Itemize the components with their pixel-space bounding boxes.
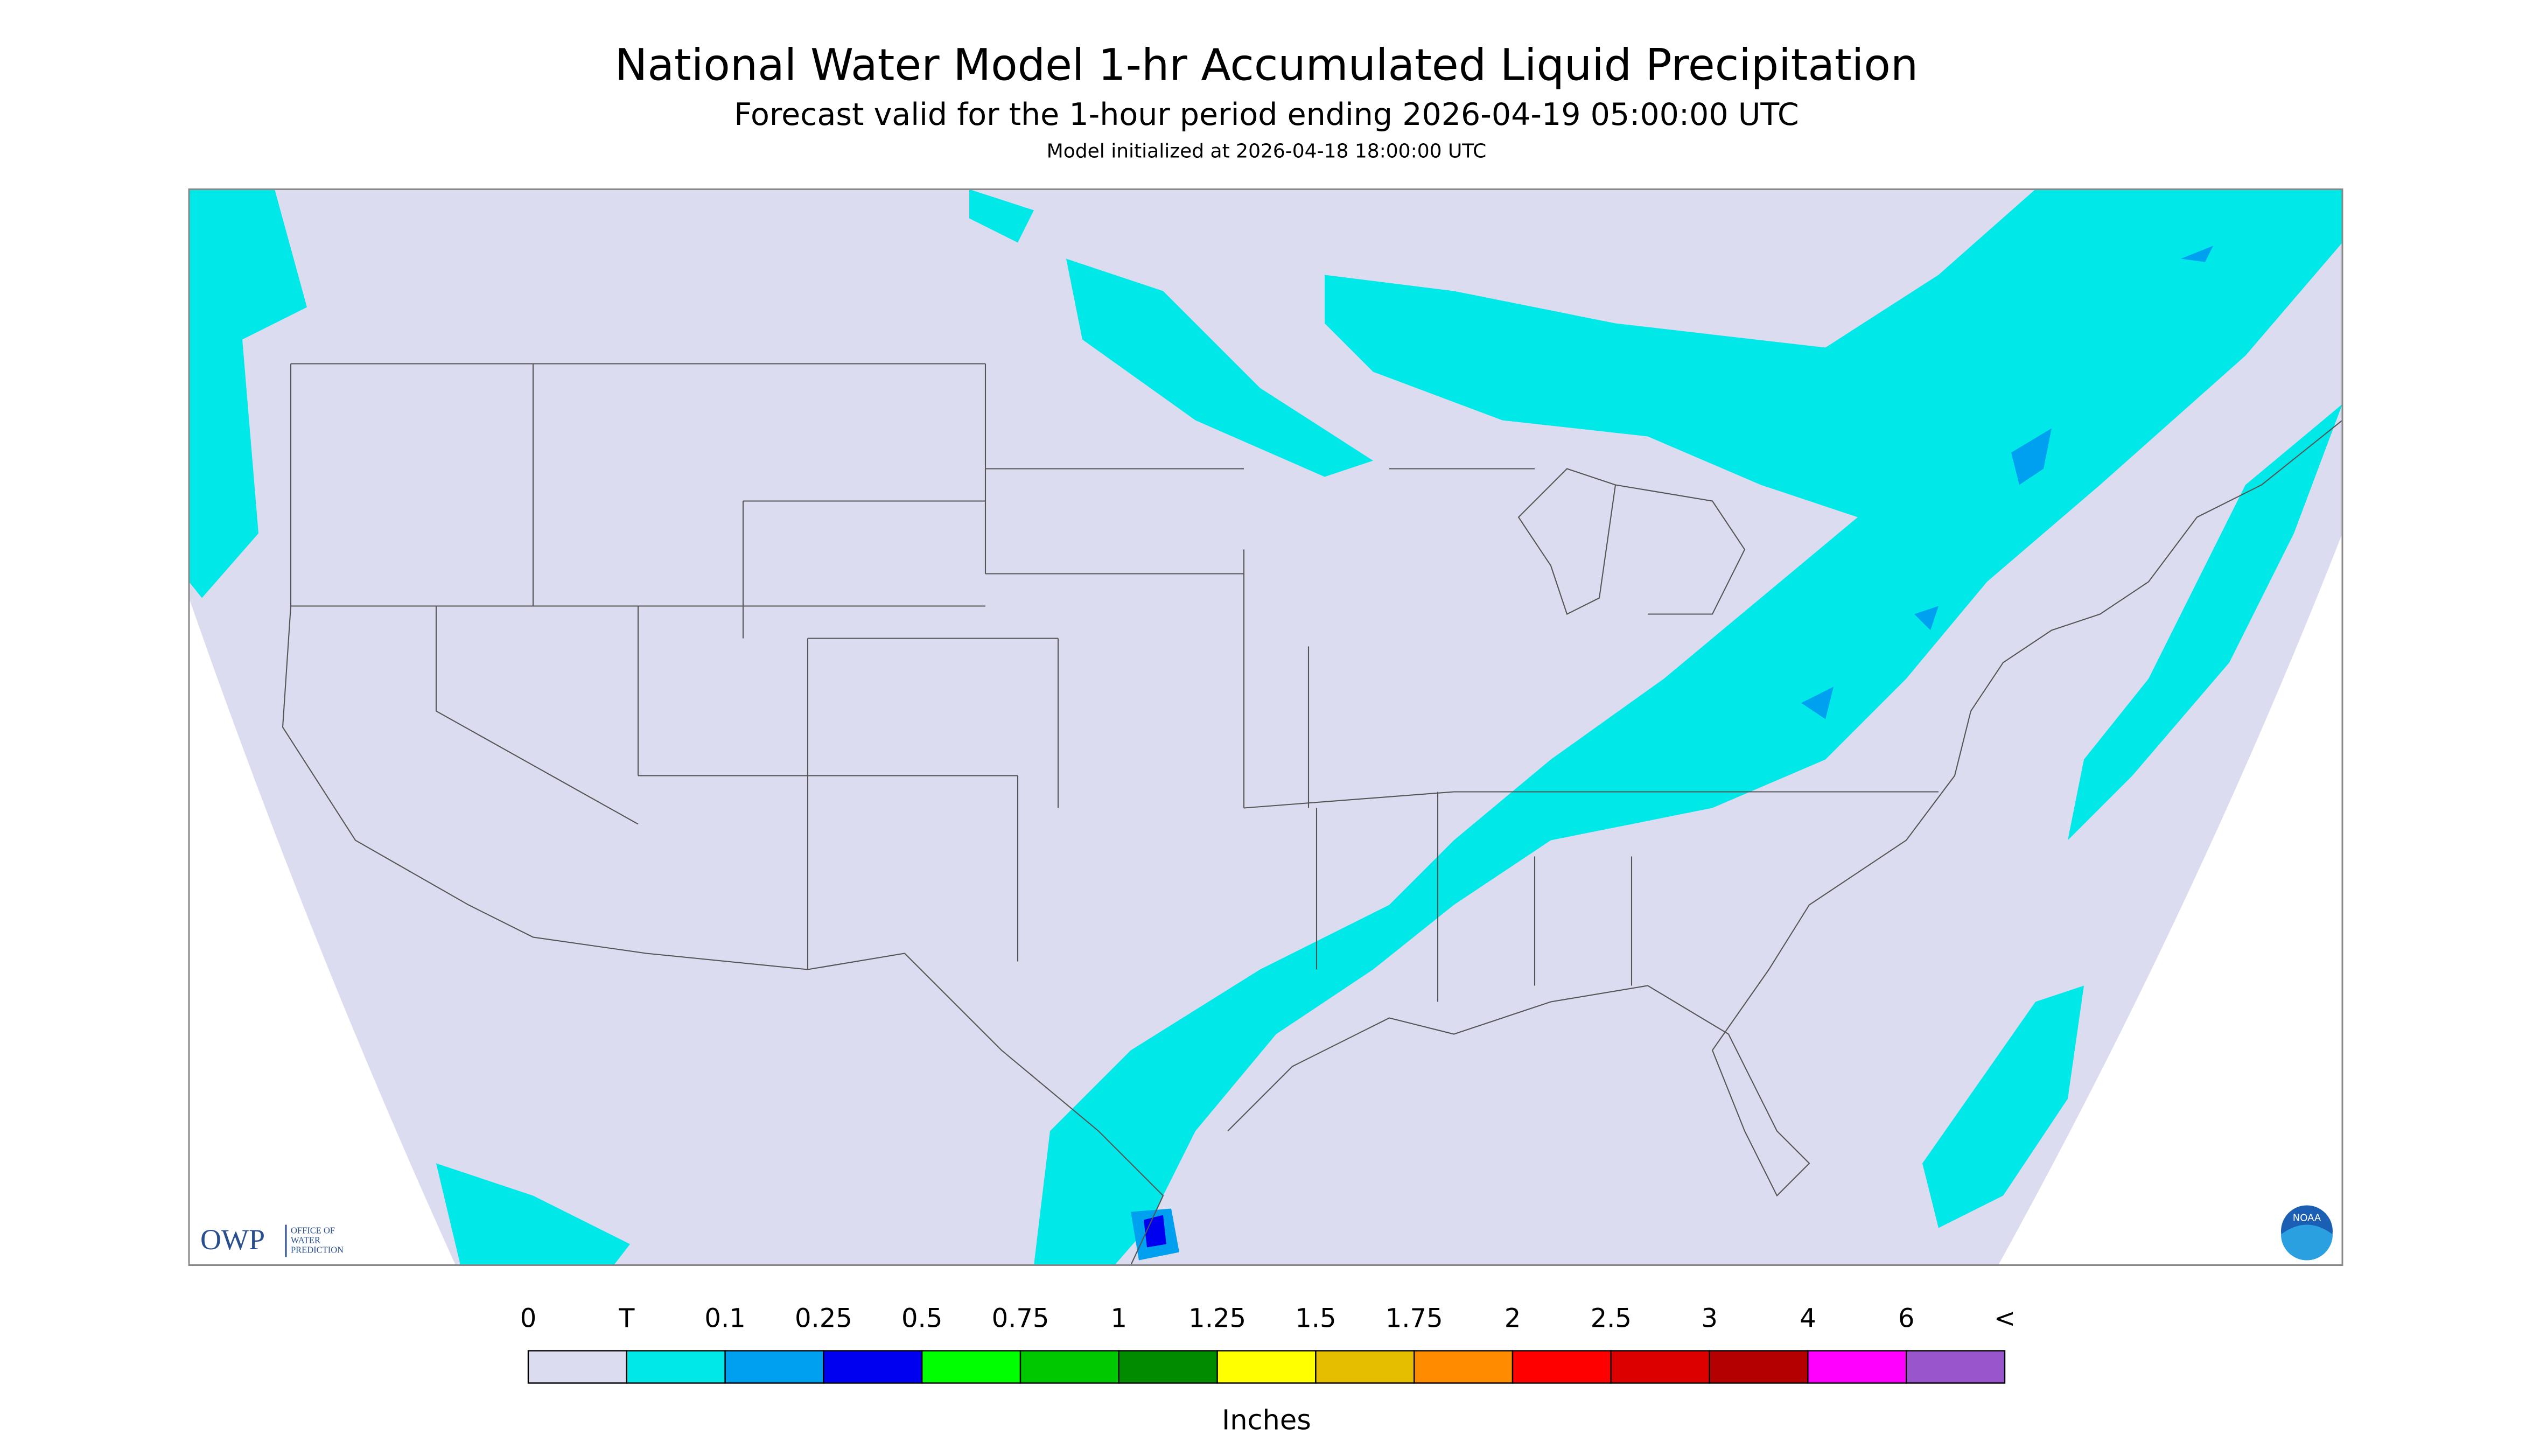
colorbar-label: 0.25 <box>795 1304 852 1334</box>
colorbar-label: 0.75 <box>992 1304 1049 1334</box>
colorbar-bin <box>1610 1350 1710 1384</box>
map <box>188 188 2343 1266</box>
noaa-wave <box>2281 1224 2333 1261</box>
colorbar-label: 1 <box>1111 1304 1128 1334</box>
colorbar-label: < <box>1994 1304 2016 1334</box>
owp-text: OWP <box>200 1223 265 1256</box>
colorbar-bin <box>1216 1350 1317 1384</box>
colorbar-bin <box>1905 1350 2006 1384</box>
colorbar-label: 0.5 <box>901 1304 942 1334</box>
colorbar-bin <box>724 1350 824 1384</box>
colorbar-label: 2 <box>1505 1304 1521 1334</box>
noaa-text: NOAA <box>2293 1213 2321 1224</box>
colorbar-label: 1.75 <box>1386 1304 1443 1334</box>
owp-line: WATER <box>291 1235 320 1245</box>
colorbar-bin <box>1118 1350 1218 1384</box>
title: National Water Model 1-hr Accumulated Li… <box>615 40 1918 90</box>
colorbar-bin <box>626 1350 726 1384</box>
colorbar-label: 6 <box>1898 1304 1915 1334</box>
colorbar-unit: Inches <box>1222 1405 1311 1437</box>
colorbar-label: 0 <box>520 1304 537 1334</box>
owp-line: PREDICTION <box>291 1244 344 1255</box>
colorbar-bin <box>1512 1350 1612 1384</box>
precip-moderate <box>1144 1215 1166 1248</box>
noaa-logo: NOAA <box>2281 1205 2333 1261</box>
colorbar-label: T <box>618 1304 635 1334</box>
colorbar-bin <box>1414 1350 1514 1384</box>
colorbar-bin <box>1807 1350 1907 1384</box>
colorbar-bin <box>921 1350 1021 1384</box>
colorbar-bin <box>1709 1350 1809 1384</box>
colorbar-label: 1.5 <box>1295 1304 1336 1334</box>
colorbar-label: 4 <box>1800 1304 1816 1334</box>
colorbar-label: 2.5 <box>1591 1304 1632 1334</box>
colorbar-bin <box>527 1350 628 1384</box>
colorbar-label: 3 <box>1701 1304 1718 1334</box>
colorbar-bin <box>823 1350 923 1384</box>
colorbar-label: 0.1 <box>704 1304 745 1334</box>
owp-line: OFFICE OF <box>291 1225 335 1235</box>
init-time: Model initialized at 2026-04-18 18:00:00… <box>1047 141 1487 163</box>
colorbar: 0 T 0.1 0.25 0.5 0.75 1 1.25 1.5 1.75 2 2.5 3 4 6 < <box>520 1304 2016 1384</box>
map-frame <box>188 188 2343 1266</box>
owp-logo: OWP OFFICE OF WATER PREDICTION <box>200 1223 344 1257</box>
boundaries <box>282 363 2343 1265</box>
subtitle: Forecast valid for the 1-hour period end… <box>734 97 1799 132</box>
colorbar-bin <box>1315 1350 1415 1384</box>
colorbar-label: 1.25 <box>1188 1304 1246 1334</box>
colorbar-bin <box>1019 1350 1120 1384</box>
